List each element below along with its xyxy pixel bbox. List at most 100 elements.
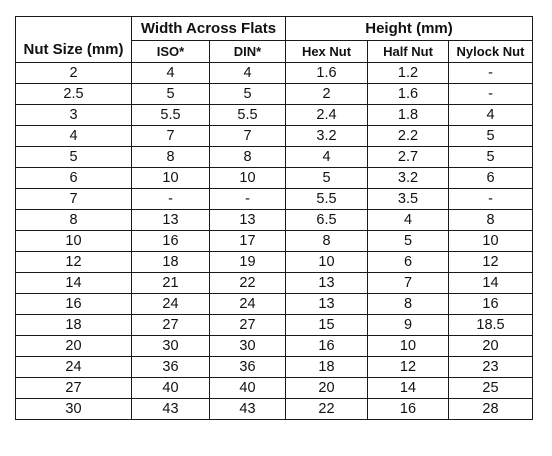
table-row: 2 4 4 1.6 1.2- [15,62,533,84]
half-nut-cell: 2.7 [367,146,449,168]
header-sub-row: ISO* DIN* Hex Nut Half Nut Nylock Nut [16,40,533,63]
width-across-flats-header: Width Across Flats [131,16,286,41]
table-row: 30 43 43 22 16 28 [15,398,533,420]
nut-size-cell: 12 [15,251,132,273]
nylock-nut-cell: 14 [448,272,533,294]
nylock-nut-cell: - [448,188,533,210]
nut-size-cell: 14 [15,272,132,294]
nut-size-cell: 5 [15,146,132,168]
nut-dimensions-table: Nut Size (mm) Width Across Flats Height … [15,16,533,420]
nylock-nut-cell: 16 [448,293,533,315]
nylock-nut-cell: 18.5 [448,314,533,336]
half-nut-cell: 8 [367,293,449,315]
nylock-nut-cell: - [448,62,533,84]
nut-size-cell: 4 [15,125,132,147]
din-cell: 17 [209,230,286,252]
half-nut-cell: 4 [367,209,449,231]
iso-cell: 5 [131,83,210,105]
half-nut-cell: 2.2 [367,125,449,147]
nylock-nut-cell: 5 [448,125,533,147]
half-nut-cell: 1.6 [367,83,449,105]
hex-nut-cell: 22 [285,398,368,420]
hex-nut-cell: 3.2 [285,125,368,147]
din-cell: 43 [209,398,286,420]
hex-nut-cell: 15 [285,314,368,336]
iso-cell: 43 [131,398,210,420]
table-row: 5 8 8 4 2.7 5 [15,146,533,168]
hex-nut-cell: 5 [285,167,368,189]
nut-size-cell: 30 [15,398,132,420]
table-row: 2.5 5 5 2 1.6- [15,83,533,105]
hex-nut-cell: 2.4 [285,104,368,126]
din-cell: 8 [209,146,286,168]
table-row: 20 30 30 16 10 20 [15,335,533,357]
table-row: 24 36 36 18 12 23 [15,356,533,378]
nylock-nut-cell: 28 [448,398,533,420]
table-row: 3 5.5 5.5 2.4 1.8 4 [15,104,533,126]
hex-nut-cell: 4 [285,146,368,168]
table-row: 12 18 19 10 6 12 [15,251,533,273]
table-row: 6 10 10 5 3.2 6 [15,167,533,189]
din-cell: 5.5 [209,104,286,126]
din-cell: 27 [209,314,286,336]
table-row: 7- -5.5 3.5- [15,188,533,210]
din-cell: 22 [209,272,286,294]
half-nut-cell: 16 [367,398,449,420]
nylock-nut-cell: 23 [448,356,533,378]
nylock-nut-cell: 10 [448,230,533,252]
hex-nut-cell: 5.5 [285,188,368,210]
nut-size-cell: 16 [15,293,132,315]
half-nut-cell: 5 [367,230,449,252]
iso-cell: 21 [131,272,210,294]
nut-size-cell: 10 [15,230,132,252]
half-nut-cell: 1.2 [367,62,449,84]
table-row: 27 40 40 20 14 25 [15,377,533,399]
din-header: DIN* [209,40,286,63]
header-group-row: Nut Size (mm) Width Across Flats Height … [15,16,533,63]
iso-cell: 18 [131,251,210,273]
hex-nut-cell: 13 [285,272,368,294]
din-cell: 19 [209,251,286,273]
iso-cell: 13 [131,209,210,231]
iso-cell: 16 [131,230,210,252]
nut-size-cell: 20 [15,335,132,357]
half-nut-cell: 10 [367,335,449,357]
hex-nut-cell: 13 [285,293,368,315]
table-row: 16 24 24 13 8 16 [15,293,533,315]
half-nut-cell: 12 [367,356,449,378]
iso-cell: 27 [131,314,210,336]
table-row: 4 7 7 3.2 2.2 5 [15,125,533,147]
din-cell: 5 [209,83,286,105]
din-cell: 7 [209,125,286,147]
iso-cell: 30 [131,335,210,357]
nut-size-cell: 18 [15,314,132,336]
din-cell: 36 [209,356,286,378]
nut-size-cell: 6 [15,167,132,189]
din-cell: 4 [209,62,286,84]
iso-header: ISO* [131,40,210,63]
hex-nut-header: Hex Nut [285,40,368,63]
nylock-nut-cell: 25 [448,377,533,399]
nut-size-header: Nut Size (mm) [15,16,132,63]
table-body: 2 4 4 1.6 1.2-2.5 5 5 2 1.6-3 5.5 5.5 2.4 1.8 4 4 7 7 3.2… [15,62,533,420]
half-nut-header: Half Nut [367,40,449,63]
iso-cell: 5.5 [131,104,210,126]
din-cell: 13 [209,209,286,231]
nylock-nut-cell: 8 [448,209,533,231]
half-nut-cell: 1.8 [367,104,449,126]
iso-cell: 8 [131,146,210,168]
iso-cell: 40 [131,377,210,399]
half-nut-cell: 9 [367,314,449,336]
hex-nut-cell: 16 [285,335,368,357]
iso-cell: 10 [131,167,210,189]
hex-nut-cell: 10 [285,251,368,273]
nylock-nut-cell: 6 [448,167,533,189]
nut-size-cell: 7 [15,188,132,210]
table-row: 18 27 27 15 9 18.5 [15,314,533,336]
din-cell: 24 [209,293,286,315]
nylock-nut-cell: 4 [448,104,533,126]
din-cell: 30 [209,335,286,357]
nylock-nut-cell: 20 [448,335,533,357]
hex-nut-cell: 8 [285,230,368,252]
half-nut-cell: 14 [367,377,449,399]
